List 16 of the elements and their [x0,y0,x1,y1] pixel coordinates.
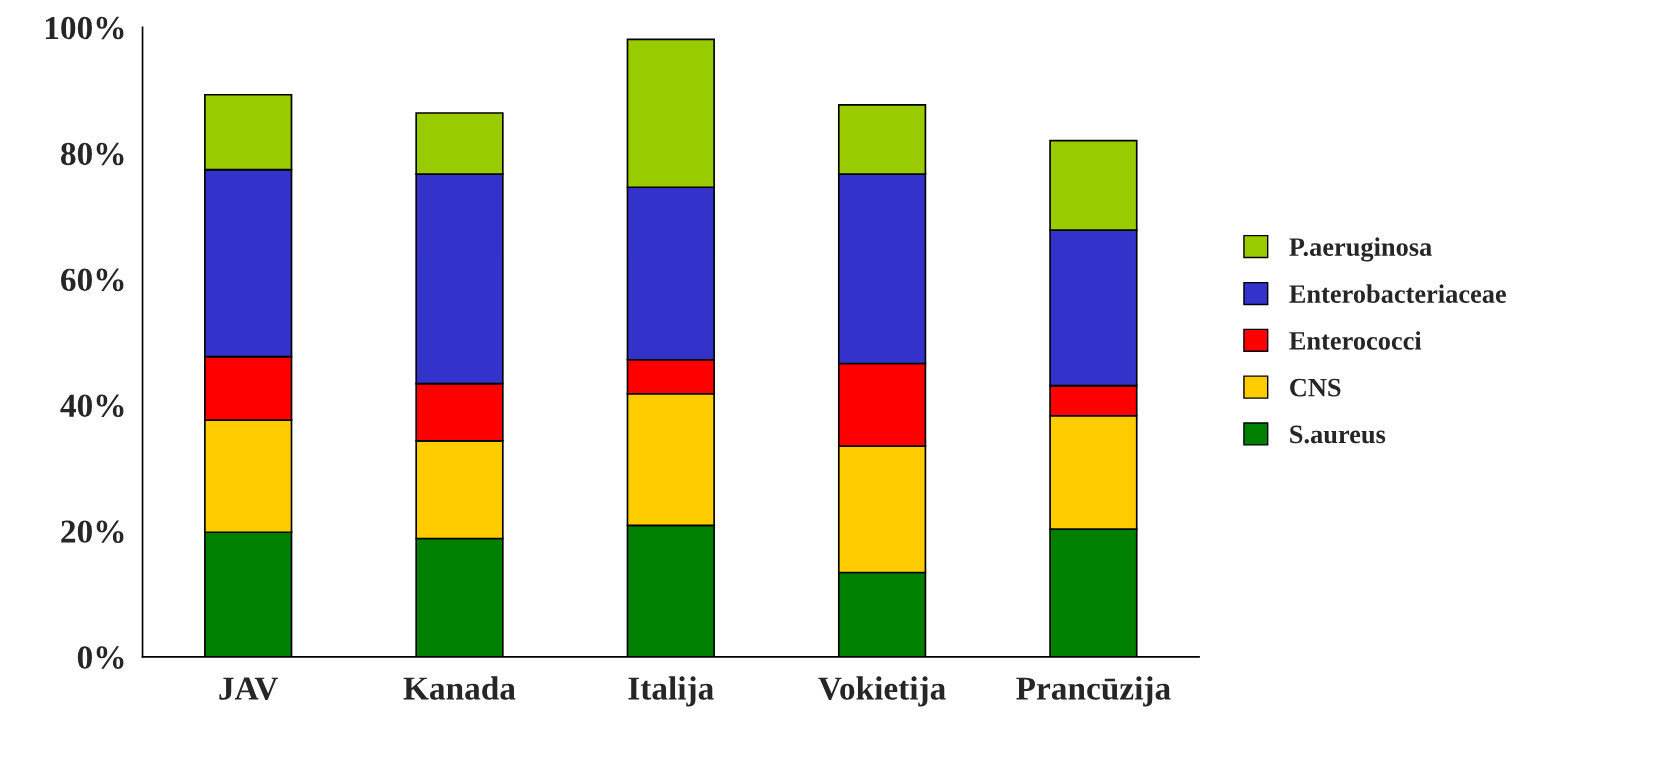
y-tick-label: 0% [77,646,124,669]
y-tick-label: 20% [61,520,124,543]
x-tick-label: Italija [628,676,714,707]
legend-label: CNS [1290,378,1341,397]
y-tick-label: 80% [61,142,124,166]
y-tick-label: 60% [61,268,124,292]
legend-label: Enterobacteriaceae [1289,284,1506,303]
x-tick-label: Kanada [403,676,516,700]
y-tick-label: 40% [60,394,124,418]
x-tick-label: JAV [219,677,279,700]
legend-label: Enterococci [1289,331,1422,350]
legend-label: P.aeruginosa [1289,237,1432,262]
legend-label: S.aureus [1290,425,1386,444]
x-tick-label: Vokietija [818,676,946,707]
y-tick-label: 100% [45,16,124,40]
x-tick-label: Prancūzija [1016,676,1171,707]
